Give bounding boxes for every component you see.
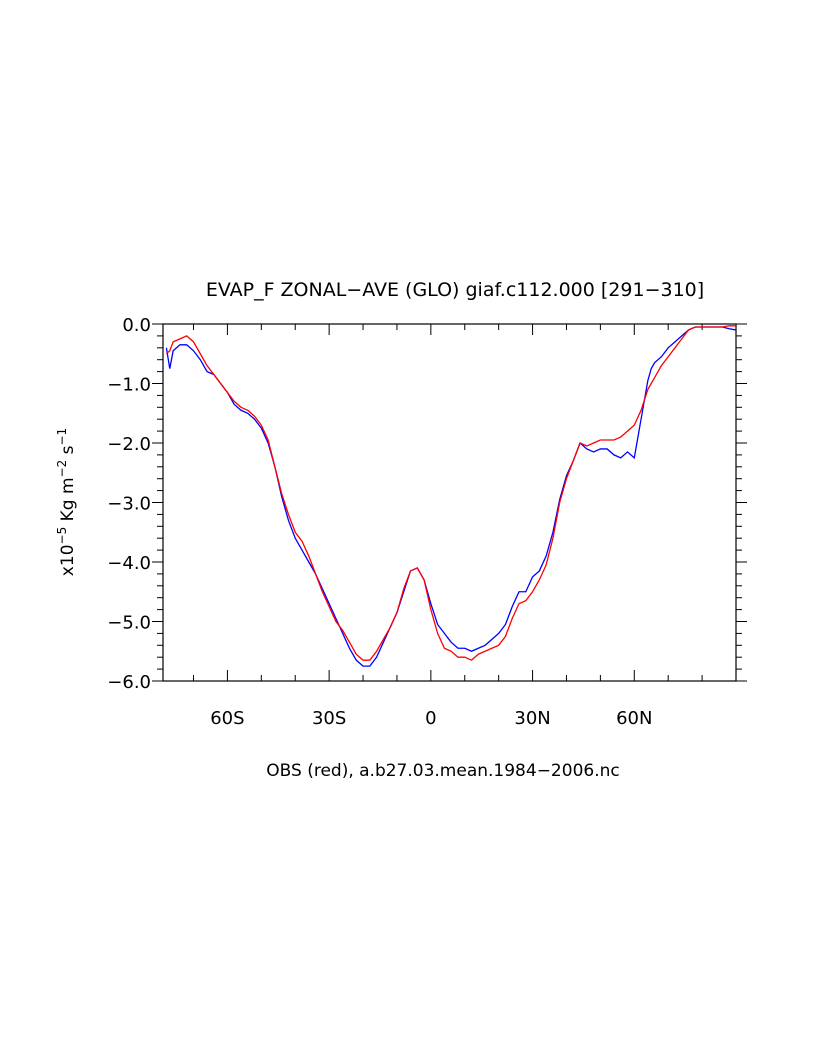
- y-tick-labels: 0.0 −1.0 −2.0 −3.0 −4.0 −5.0 −6.0: [107, 315, 151, 693]
- axis-ticks: [152, 323, 747, 682]
- data-series: [165, 325, 737, 667]
- x-tick-label: 60N: [616, 708, 652, 729]
- y-tick-label: −2.0: [107, 434, 151, 455]
- y-tick-label: 0.0: [122, 315, 151, 336]
- x-tick-label: 30N: [514, 708, 550, 729]
- x-tick-label: 60S: [210, 708, 244, 729]
- x-tick-label: 0: [425, 708, 436, 729]
- series-line-blue: [165, 326, 737, 667]
- plot-frame: [162, 323, 737, 682]
- y-tick-label: −5.0: [107, 613, 151, 634]
- y-tick-label: −1.0: [107, 375, 151, 396]
- series-line-red: [165, 325, 736, 661]
- chart-title: EVAP_F ZONAL−AVE (GLO) giaf.c112.000 [29…: [206, 279, 704, 301]
- x-axis-label: OBS (red), a.b27.03.mean.1984−2006.nc: [266, 761, 619, 781]
- y-axis-label: x10−5 Kg m−2 s−1: [55, 428, 78, 576]
- x-tick-label: 30S: [312, 708, 346, 729]
- y-tick-label: −6.0: [107, 672, 151, 693]
- y-tick-label: −3.0: [107, 494, 151, 515]
- x-tick-labels: 60S 30S 0 30N 60N: [210, 708, 652, 729]
- y-tick-label: −4.0: [107, 553, 151, 574]
